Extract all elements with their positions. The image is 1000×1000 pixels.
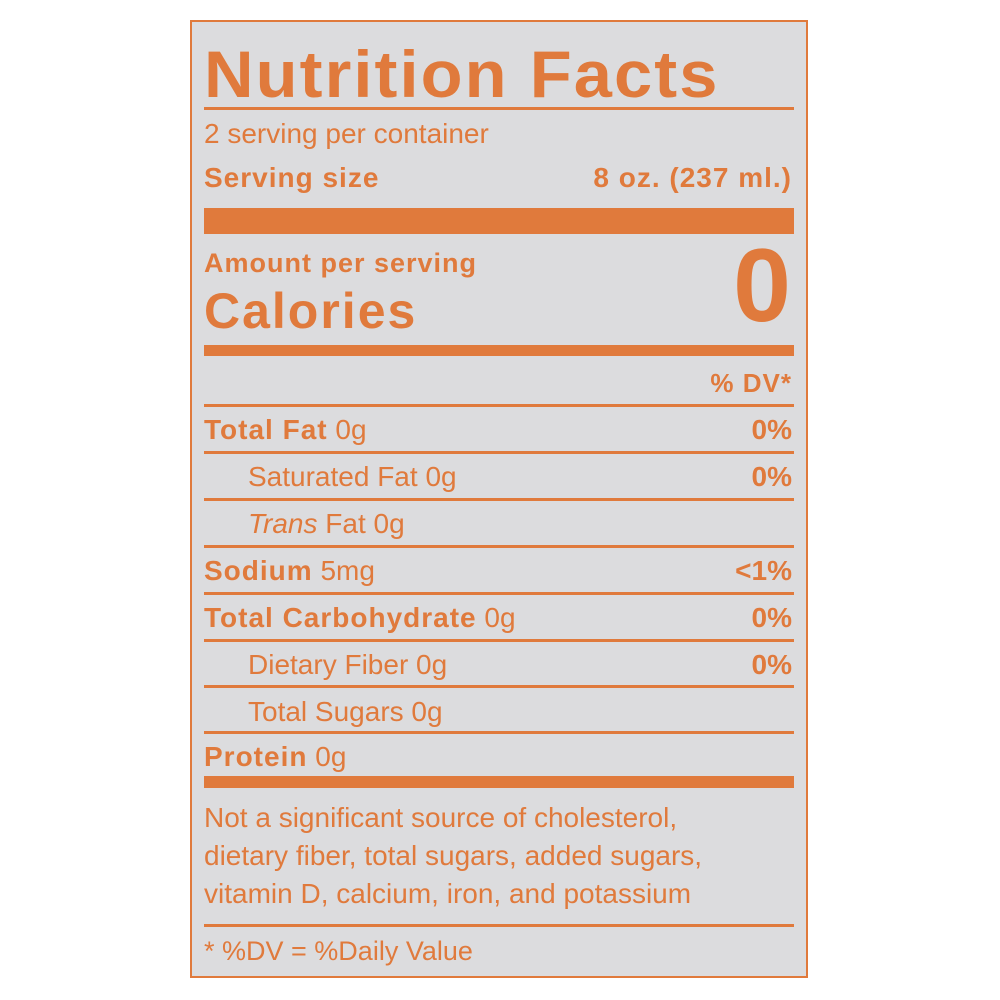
nutrient-dv: 0% xyxy=(751,461,792,492)
footnote-line: dietary fiber, total sugars, added sugar… xyxy=(204,840,703,871)
nutrient-name: Sodium xyxy=(204,555,313,586)
nutrient-dv: 0% xyxy=(751,602,792,633)
medium-divider xyxy=(204,345,794,356)
servings-per-container: 2 serving per container xyxy=(204,118,489,149)
footnote-line: vitamin D, calcium, iron, and potassium xyxy=(204,878,692,909)
nutrient-row-total-fat: Total Fat 0g 0% xyxy=(204,406,792,452)
nutrient-row-dietary-fiber: Dietary Fiber 0g 0% xyxy=(204,641,792,687)
nutrient-name: Dietary Fiber xyxy=(248,649,409,680)
serving-size-value: 8 oz. (237 ml.) xyxy=(593,162,792,193)
serving-size-label: Serving size xyxy=(204,162,380,193)
nutrient-amount: 0g xyxy=(416,649,448,680)
calories-label: Calories xyxy=(204,283,418,339)
nutrient-row-sodium: Sodium 5mg <1% xyxy=(204,547,792,593)
nutrient-row-total-sugars: Total Sugars 0g xyxy=(204,688,792,734)
nutrient-name: Total Fat xyxy=(204,414,328,445)
calories-value: 0 xyxy=(733,228,792,344)
nutrition-facts-label: Nutrition Facts 2 serving per container … xyxy=(190,20,808,978)
nutrient-row-protein: Protein 0g xyxy=(204,733,792,779)
dv-note: * %DV = %Daily Value xyxy=(204,936,473,966)
nutrient-amount: 0g xyxy=(484,602,516,633)
dv-header: % DV* xyxy=(710,368,792,398)
footnote-line: Not a significant source of cholesterol, xyxy=(204,802,678,833)
amount-per-serving: Amount per serving xyxy=(204,248,478,278)
nutrient-amount: 0g xyxy=(373,508,405,539)
medium-divider xyxy=(204,776,794,788)
nutrient-name: Saturated Fat xyxy=(248,461,418,492)
nutrient-amount: 0g xyxy=(315,741,347,772)
nutrient-dv: <1% xyxy=(735,555,792,586)
nutrient-row-total-carbohydrate: Total Carbohydrate 0g 0% xyxy=(204,594,792,640)
nutrient-amount: 0g xyxy=(425,461,457,492)
thick-divider xyxy=(204,208,794,234)
nutrient-name: Total Sugars xyxy=(248,696,404,727)
divider xyxy=(204,404,794,407)
label-title: Nutrition Facts xyxy=(204,37,720,111)
nutrient-name: Total Carbohydrate xyxy=(204,602,477,633)
divider xyxy=(204,107,794,110)
nutrient-name: Protein xyxy=(204,741,308,772)
nutrient-amount: 5mg xyxy=(320,555,375,586)
nutrient-dv: 0% xyxy=(751,414,792,445)
nutrient-dv: 0% xyxy=(751,649,792,680)
nutrient-row-saturated-fat: Saturated Fat 0g 0% xyxy=(204,453,792,499)
nutrient-amount: 0g xyxy=(411,696,443,727)
nutrient-row-trans-fat: Trans Fat 0g xyxy=(248,508,405,539)
nutrient-amount: 0g xyxy=(335,414,367,445)
divider xyxy=(204,924,794,927)
nutrient-name: Trans xyxy=(248,508,318,539)
